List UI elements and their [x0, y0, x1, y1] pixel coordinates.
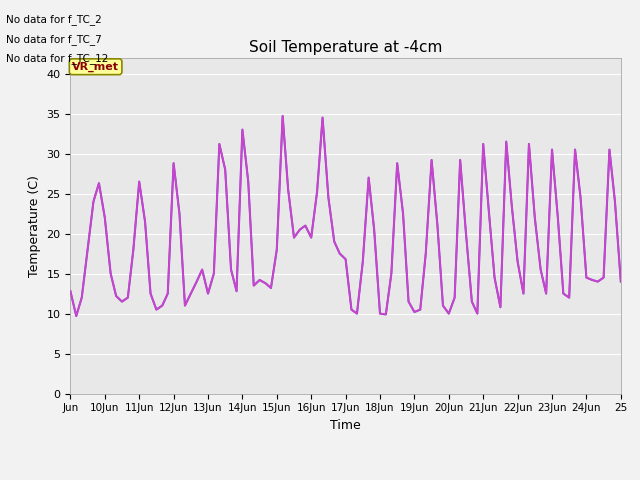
Title: Soil Temperature at -4cm: Soil Temperature at -4cm — [249, 40, 442, 55]
Text: VR_met: VR_met — [72, 61, 119, 72]
Text: No data for f_TC_2: No data for f_TC_2 — [6, 14, 102, 25]
Y-axis label: Temperature (C): Temperature (C) — [28, 175, 41, 276]
X-axis label: Time: Time — [330, 419, 361, 432]
Text: No data for f_TC_12: No data for f_TC_12 — [6, 53, 109, 64]
Text: No data for f_TC_7: No data for f_TC_7 — [6, 34, 102, 45]
